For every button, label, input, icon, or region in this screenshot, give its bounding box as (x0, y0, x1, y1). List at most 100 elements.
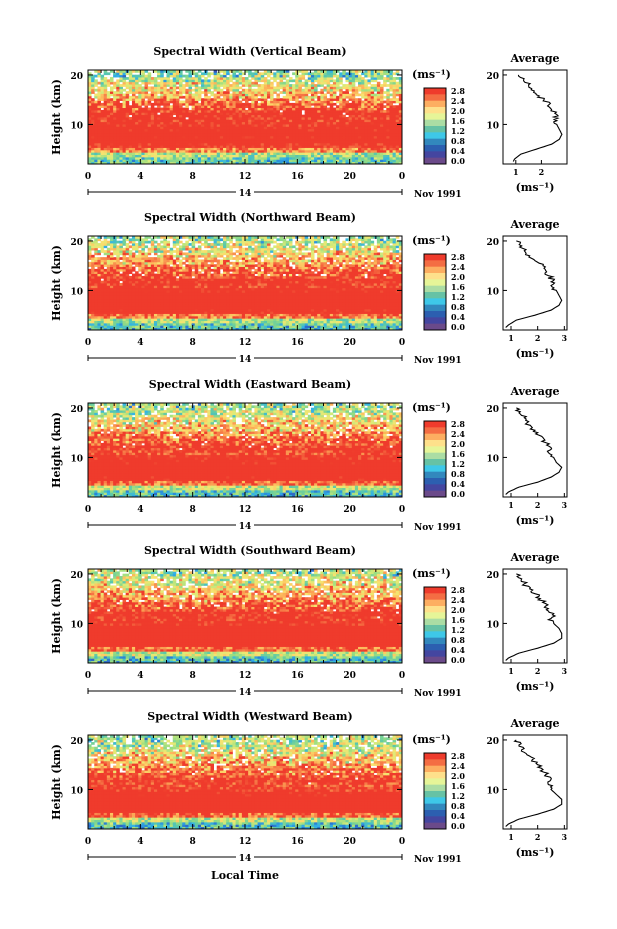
heatmap-cell (279, 308, 284, 312)
heatmap-cell (163, 135, 167, 139)
heatmap-cell (235, 91, 240, 94)
heatmap-cell (304, 161, 309, 165)
heatmap-cell (273, 140, 277, 144)
heatmap-cell (348, 138, 353, 141)
heatmap-cell (179, 84, 183, 87)
heatmap-cell (226, 320, 230, 324)
heatmap-cell (223, 105, 227, 108)
heatmap-cell (326, 84, 331, 87)
heatmap-cell (314, 124, 318, 127)
heatmap-cell (254, 117, 258, 120)
heatmap-cell (106, 124, 111, 127)
heatmap-cell (320, 95, 324, 99)
heatmap-cell (361, 72, 365, 76)
heatmap-cell (109, 156, 114, 160)
heatmap-cell (389, 149, 393, 153)
heatmap-cell (263, 156, 268, 160)
heatmap-cell (128, 313, 133, 317)
heatmap-cell (392, 311, 397, 314)
heatmap-cell (392, 133, 397, 137)
heatmap-cell (188, 86, 193, 90)
heatmap-cell (288, 318, 293, 321)
heatmap-cell (273, 112, 277, 116)
heatmap-cell (147, 95, 152, 99)
heatmap-cell (141, 88, 145, 92)
heatmap-cell (339, 88, 343, 92)
heatmap-cell (166, 112, 171, 116)
heatmap-cell (163, 149, 167, 153)
heatmap-cell (223, 100, 227, 104)
heatmap-cell (386, 84, 390, 87)
heatmap-cell (398, 88, 403, 92)
heatmap-cell (125, 114, 130, 118)
heatmap-cell (342, 119, 346, 123)
heatmap-cell (109, 301, 114, 305)
heatmap-cell (131, 105, 136, 108)
heatmap-cell (263, 131, 268, 134)
heatmap-cell (288, 102, 293, 106)
heatmap-cell (150, 320, 155, 324)
heatmap-cell (367, 126, 371, 130)
heatmap-cell (251, 140, 255, 144)
heatmap-cell (367, 154, 371, 158)
heatmap-cell (395, 308, 400, 312)
heatmap-cell (223, 322, 227, 326)
heatmap-cell (389, 159, 393, 163)
heatmap-cell (166, 109, 171, 113)
heatmap-cell (364, 107, 368, 111)
heatmap-cell (358, 117, 362, 120)
heatmap-cell (314, 109, 318, 113)
heatmap-cell (226, 145, 230, 148)
heatmap-cell (260, 306, 265, 310)
heatmap-cell (248, 161, 252, 165)
heatmap-cell (288, 142, 293, 146)
heatmap-cell (254, 112, 258, 116)
heatmap-cell (103, 140, 108, 144)
heatmap-cell (147, 140, 152, 144)
heatmap-cell (138, 313, 142, 317)
heatmap-cell (273, 154, 277, 158)
heatmap-cell (254, 327, 258, 331)
heatmap-cell (260, 147, 265, 151)
heatmap-cell (216, 93, 221, 97)
heatmap-cell (188, 313, 193, 317)
heatmap-cell (263, 133, 268, 137)
heatmap-cell (122, 124, 127, 127)
heatmap-cell (235, 320, 240, 324)
heatmap-cell (131, 117, 136, 120)
heatmap-cell (273, 117, 277, 120)
heatmap-cell (395, 304, 400, 307)
heatmap-cell (285, 84, 290, 87)
heatmap-cell (91, 161, 95, 165)
heatmap-cell (147, 156, 152, 160)
heatmap-cell (370, 102, 375, 106)
heatmap-cell (116, 325, 120, 329)
heatmap-cell (288, 327, 293, 331)
heatmap (88, 236, 403, 331)
heatmap-cell (109, 308, 114, 312)
heatmap-cell (251, 306, 255, 310)
heatmap-cell (188, 154, 193, 158)
heatmap-cell (223, 138, 227, 141)
heatmap-cell (288, 138, 293, 141)
heatmap-cell (257, 311, 262, 314)
heatmap-cell (317, 320, 321, 324)
heatmap-cell (298, 121, 302, 125)
heatmap-cell (329, 149, 334, 153)
heatmap-cell (204, 159, 208, 163)
heatmap-cell (135, 126, 139, 130)
heatmap-cell (125, 109, 130, 113)
heatmap-cell (251, 135, 255, 139)
heatmap-cell (160, 135, 164, 139)
heatmap-cell (116, 70, 120, 73)
heatmap-cell (179, 318, 183, 321)
heatmap-cell (175, 152, 180, 155)
heatmap-cell (266, 114, 271, 118)
heatmap-cell (380, 119, 384, 123)
heatmap-cell (100, 84, 105, 87)
heatmap-cell (314, 135, 318, 139)
heatmap-cell (380, 124, 384, 127)
heatmap-cell (398, 102, 403, 106)
heatmap-cell (191, 79, 196, 83)
heatmap-cell (257, 98, 262, 101)
